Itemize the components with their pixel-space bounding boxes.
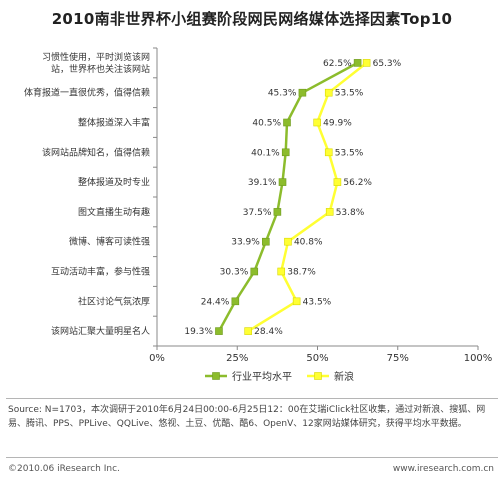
data-label-industry-average: 45.3% bbox=[268, 89, 297, 99]
legend-label: 新浪 bbox=[334, 370, 354, 383]
data-point-industry-average bbox=[250, 267, 259, 276]
data-point-industry-average bbox=[231, 297, 240, 306]
category-label: 该网站汇聚大量明星名人 bbox=[51, 325, 150, 337]
data-label-industry-average: 33.9% bbox=[231, 238, 260, 248]
data-label-sina: 56.2% bbox=[343, 178, 372, 188]
source-note: Source: N=1703，本次调研于2010年6月24日00:00-6月25… bbox=[8, 405, 486, 429]
data-label-sina: 65.3% bbox=[373, 59, 402, 69]
data-point-industry-average bbox=[273, 208, 282, 216]
data-point-industry-average bbox=[278, 178, 287, 186]
data-label-industry-average: 30.3% bbox=[220, 268, 249, 278]
category-label: 微博、博客可读性强 bbox=[69, 236, 150, 248]
data-point-sina bbox=[313, 118, 321, 127]
data-point-sina bbox=[324, 88, 333, 97]
data-point-sina bbox=[324, 148, 333, 157]
data-point-sina bbox=[284, 237, 292, 246]
data-point-industry-average bbox=[298, 88, 307, 97]
category-label: 站，世界杯也关注该网站 bbox=[51, 63, 150, 75]
category-label: 图文直播生动有趣 bbox=[78, 206, 150, 218]
series-layer: 62.5% 45.3% 40.5% 40.1% 39.1% 37.5% 33.9% 30.3%… bbox=[184, 59, 401, 337]
x-tick-label: 75% bbox=[387, 353, 409, 364]
data-label-sina: 28.4% bbox=[254, 327, 283, 337]
data-point-industry-average bbox=[283, 118, 291, 127]
x-tick-label: 25% bbox=[226, 353, 248, 364]
x-tick-label: 100% bbox=[464, 353, 493, 364]
category-label: 整体报道深入丰富 bbox=[78, 117, 150, 129]
data-label-industry-average: 39.1% bbox=[248, 178, 277, 188]
data-point-sina bbox=[333, 178, 342, 186]
data-point-sina bbox=[244, 327, 252, 335]
legend: 行业平均水平 新浪 bbox=[205, 370, 354, 383]
data-label-sina: 38.7% bbox=[287, 268, 316, 278]
data-label-sina: 49.9% bbox=[323, 119, 352, 129]
series-line-industry-average bbox=[217, 61, 359, 332]
data-label-sina: 53.8% bbox=[336, 208, 365, 218]
footer-divider-bottom bbox=[6, 457, 498, 458]
x-tick-label: 50% bbox=[306, 353, 328, 364]
chart-axes: 0% 25% 50% 75% 100% bbox=[149, 47, 493, 364]
line-chart: 0% 25% 50% 75% 100% 习惯性使用，平时浏览该网站，世界杯也关注该网站体… bbox=[24, 47, 493, 383]
legend-swatch-marker bbox=[212, 372, 220, 380]
data-label-sina: 40.8% bbox=[294, 238, 323, 248]
data-label-industry-average: 62.5% bbox=[323, 59, 352, 69]
data-point-industry-average bbox=[262, 237, 270, 246]
copyright: ©2010.06 iResearch Inc. bbox=[8, 464, 120, 474]
data-point-industry-average bbox=[353, 59, 362, 67]
legend-swatch-marker bbox=[314, 372, 322, 380]
category-label: 社区讨论气氛浓厚 bbox=[78, 295, 150, 307]
legend-label: 行业平均水平 bbox=[232, 370, 292, 383]
footer-divider-top bbox=[6, 398, 498, 399]
data-point-sina bbox=[292, 297, 301, 306]
data-label-industry-average: 24.4% bbox=[201, 297, 230, 307]
data-label-sina: 43.5% bbox=[303, 297, 332, 307]
x-tick-label: 0% bbox=[149, 353, 165, 364]
category-label: 习惯性使用，平时浏览该网 bbox=[42, 51, 150, 63]
data-label-industry-average: 37.5% bbox=[243, 208, 272, 218]
category-label: 互动活动丰富，参与性强 bbox=[51, 266, 150, 278]
data-label-sina: 53.5% bbox=[335, 89, 364, 99]
category-labels: 习惯性使用，平时浏览该网站，世界杯也关注该网站体育报道一直很优秀，值得信赖整体报… bbox=[24, 51, 150, 337]
data-label-sina: 53.5% bbox=[335, 148, 364, 158]
data-point-sina bbox=[277, 267, 286, 276]
data-point-industry-average bbox=[215, 327, 223, 335]
data-label-industry-average: 40.1% bbox=[251, 148, 280, 158]
data-label-industry-average: 40.5% bbox=[252, 119, 281, 129]
data-point-sina bbox=[325, 208, 334, 216]
category-label: 整体报道及时专业 bbox=[78, 176, 150, 188]
data-point-sina bbox=[362, 59, 371, 67]
data-label-industry-average: 19.3% bbox=[184, 327, 213, 337]
chart-title: 2010南非世界杯小组赛阶段网民网络媒体选择因素Top10 bbox=[51, 10, 453, 28]
category-label: 该网站品牌知名，值得信赖 bbox=[42, 146, 150, 158]
category-label: 体育报道一直很优秀，值得信赖 bbox=[24, 87, 150, 99]
series-line-sina bbox=[247, 61, 368, 333]
data-point-industry-average bbox=[281, 148, 290, 157]
website-url: www.iresearch.com.cn bbox=[392, 464, 494, 474]
